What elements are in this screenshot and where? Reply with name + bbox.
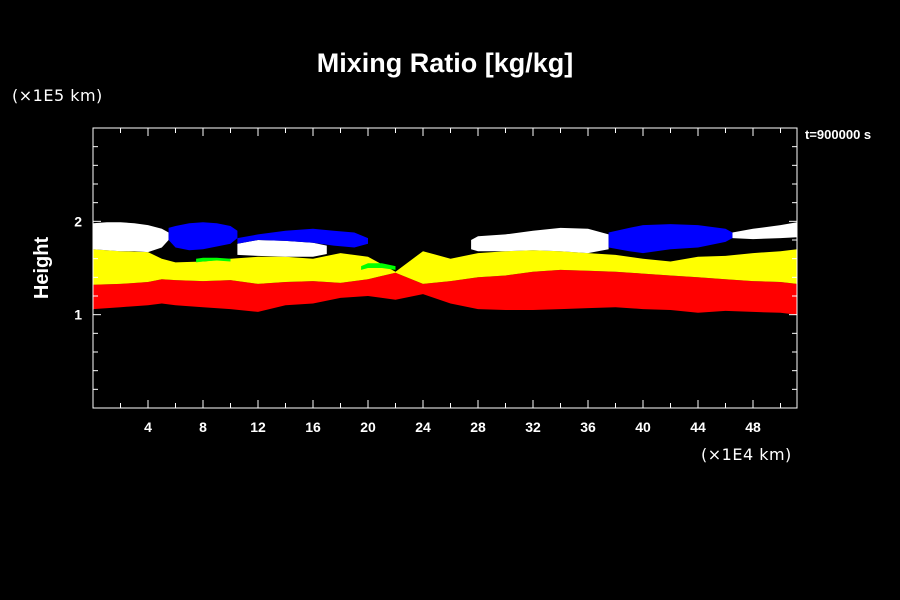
mixing-ratio-band-red-1 xyxy=(93,269,797,315)
x-axis-unit-label: (×1E4 km) xyxy=(701,445,792,464)
x-tick-label: 32 xyxy=(525,419,541,435)
mixing-ratio-layers xyxy=(93,222,797,315)
x-tick-label: 36 xyxy=(580,419,596,435)
mixing-ratio-band-blue-9 xyxy=(608,224,733,254)
mixing-ratio-band-yellow-2 xyxy=(93,249,797,285)
x-tick-label: 24 xyxy=(415,419,431,435)
chart-title: Mixing Ratio [kg/kg] xyxy=(317,48,574,78)
x-tick-label: 28 xyxy=(470,419,486,435)
y-axis-unit-label: (×1E5 km) xyxy=(12,86,103,105)
time-label: t=900000 s xyxy=(805,127,871,142)
x-tick-label: 4 xyxy=(144,419,152,435)
x-tick-label: 44 xyxy=(690,419,706,435)
x-tick-label: 20 xyxy=(360,419,376,435)
plot-frame xyxy=(92,127,798,409)
x-tick-label: 16 xyxy=(305,419,321,435)
mixing-ratio-band-blue-8 xyxy=(237,228,368,248)
mixing-ratio-band-white-5 xyxy=(471,227,609,254)
mixing-ratio-band-white-6 xyxy=(732,222,797,240)
axis-ticks xyxy=(92,127,798,409)
x-tick-label: 40 xyxy=(635,419,651,435)
mixing-ratio-band-white-3 xyxy=(93,222,169,253)
y-tick-label: 1 xyxy=(74,307,82,323)
mixing-ratio-band-white-4 xyxy=(237,240,327,257)
x-tick-label: 48 xyxy=(745,419,761,435)
mixing-ratio-band-blue-7 xyxy=(168,222,238,251)
x-tick-label: 12 xyxy=(250,419,266,435)
mixing-ratio-band-green-11 xyxy=(361,263,396,270)
y-tick-label: 2 xyxy=(74,213,82,229)
y-axis-label: Height xyxy=(31,237,53,300)
mixing-ratio-band-green-10 xyxy=(196,257,231,263)
x-tick-label: 8 xyxy=(199,419,207,435)
